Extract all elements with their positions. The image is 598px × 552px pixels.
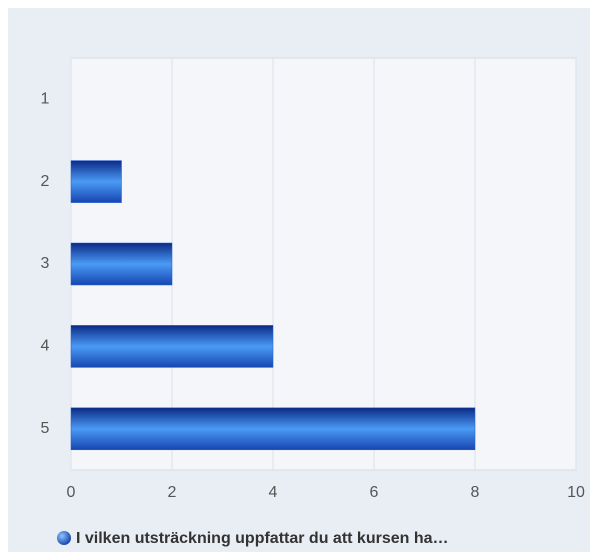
bar bbox=[70, 407, 476, 451]
x-tick-label: 2 bbox=[168, 484, 177, 501]
x-tick-label: 6 bbox=[370, 484, 379, 501]
y-tick-label: 2 bbox=[41, 173, 50, 190]
x-tick-label: 8 bbox=[471, 484, 480, 501]
x-tick-label: 4 bbox=[269, 484, 278, 501]
legend-label: I vilken utsträckning uppfattar du att k… bbox=[76, 530, 449, 547]
y-tick-label: 4 bbox=[41, 338, 50, 355]
y-tick-label: 1 bbox=[41, 90, 50, 107]
x-tick-label: 10 bbox=[567, 484, 585, 501]
legend-marker bbox=[57, 531, 71, 545]
x-tick-label: 0 bbox=[67, 484, 76, 501]
y-tick-label: 5 bbox=[41, 420, 50, 437]
y-tick-label: 3 bbox=[41, 255, 50, 272]
bar bbox=[70, 160, 122, 203]
bar bbox=[70, 325, 274, 368]
bar bbox=[70, 242, 173, 286]
